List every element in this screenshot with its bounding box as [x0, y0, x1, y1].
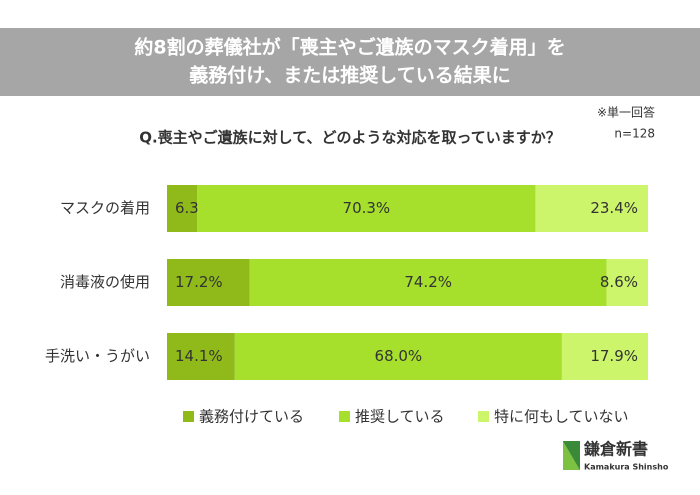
chart-title: 約8割の葬儀社が「喪主やご遺族のマスク着用」を	[134, 36, 565, 59]
logo: 鎌倉新書 Kamakura Shinsho	[563, 440, 669, 472]
category-label: 消毒液の使用	[60, 273, 150, 291]
title-banner	[0, 28, 700, 96]
bar-segment	[197, 185, 536, 232]
legend-label: 義務付けている	[199, 408, 304, 426]
value-label: 23.4%	[590, 199, 638, 217]
bar-segment	[167, 333, 235, 380]
category-label: マスクの着用	[60, 199, 150, 217]
bar-segment	[249, 259, 607, 306]
subtitle: Q.喪主やご遺族に対して、どのような対応を取っていますか？	[139, 129, 561, 147]
value-label: 14.1%	[175, 347, 223, 365]
value-label: 68.0%	[375, 347, 423, 365]
legend-label: 推奨している	[355, 408, 445, 426]
bar-segment	[167, 259, 250, 306]
legend-swatch	[183, 411, 194, 422]
value-label: 17.9%	[590, 347, 638, 365]
bar-segment	[234, 333, 562, 380]
legend-swatch	[478, 411, 489, 422]
bar-segment	[606, 259, 648, 306]
value-label: 70.3%	[343, 199, 391, 217]
bar-segment	[167, 185, 198, 232]
value-label: 8.6%	[600, 273, 638, 291]
legend-label: 特に何もしていない	[494, 408, 629, 426]
value-label: 17.2%	[175, 273, 223, 291]
value-label: 74.2%	[404, 273, 452, 291]
logo-mark	[563, 441, 580, 470]
bar-segment	[535, 185, 648, 232]
sample-size: n=128	[614, 127, 655, 141]
chart-title: 義務付け、または推奨している結果に	[189, 64, 510, 87]
note: ※単一回答	[597, 105, 655, 120]
legend-swatch	[339, 411, 350, 422]
logo-subtitle: Kamakura Shinsho	[584, 463, 669, 472]
logo-name: 鎌倉新書	[583, 440, 648, 459]
bar-segment	[561, 333, 648, 380]
category-label: 手洗い・うがい	[45, 347, 150, 365]
